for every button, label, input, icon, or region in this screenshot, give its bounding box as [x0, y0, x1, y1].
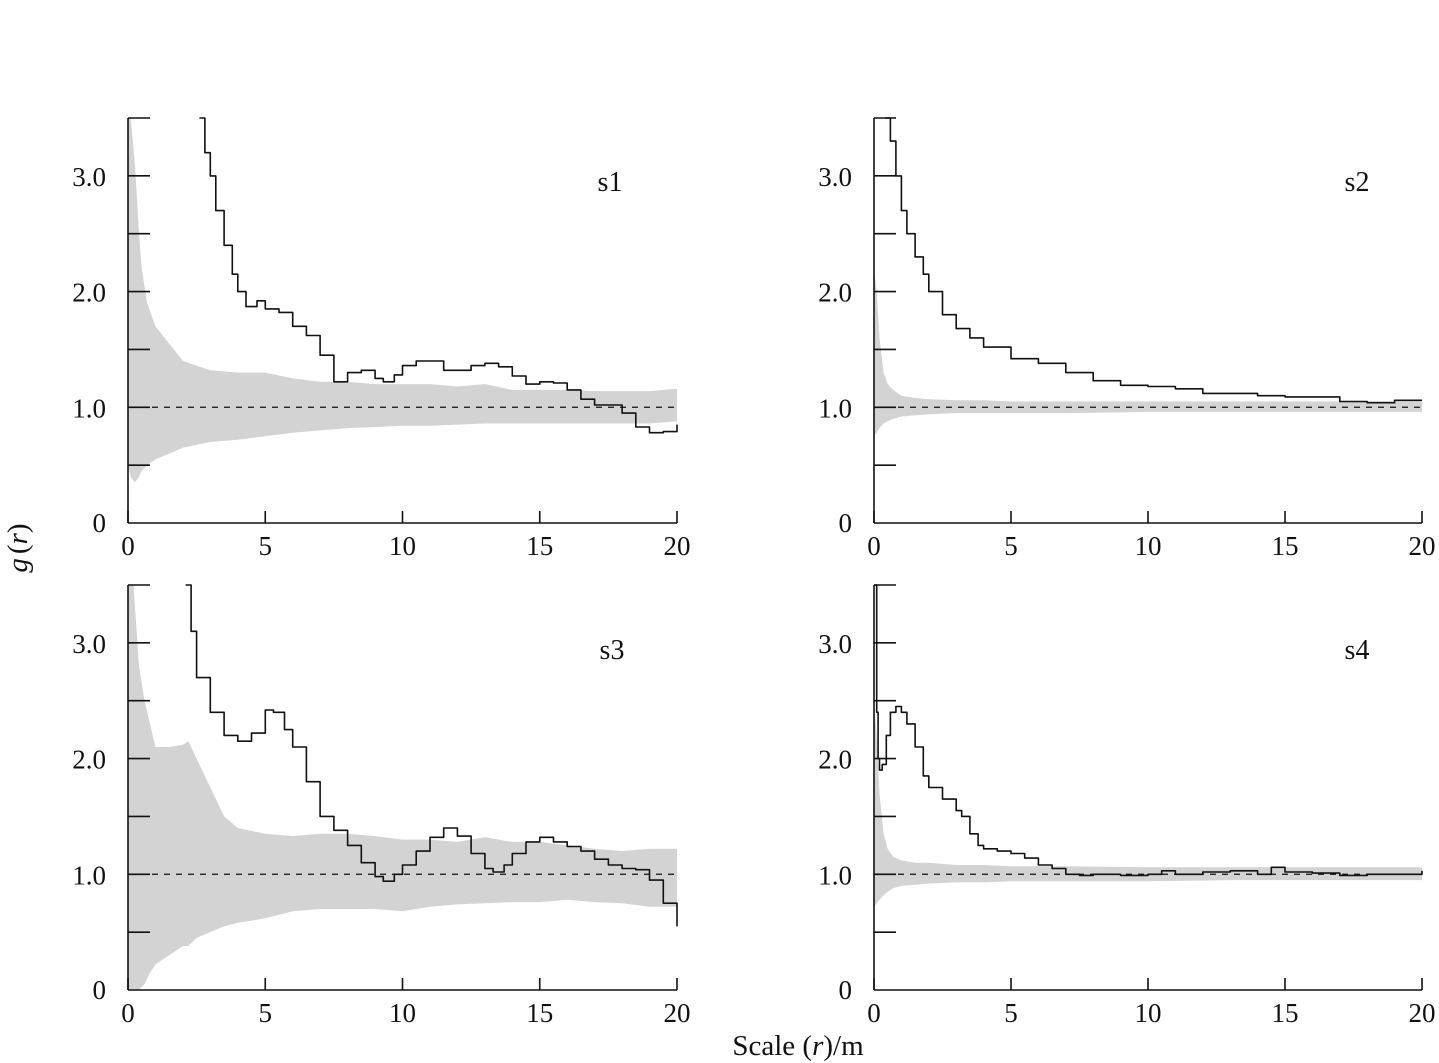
- x-tick-label: 0: [121, 531, 135, 561]
- x-tick-label: 20: [664, 531, 691, 561]
- series-layer: [874, 584, 1423, 877]
- panel-s3: 0 1.0 2.0 3.0 0 5 10 15 20 s3: [72, 584, 691, 1028]
- panel-s1: 0 1.0 2.0 3.0 0 5 10 15 20 s1: [72, 117, 691, 561]
- x-tick-label: 20: [1409, 998, 1436, 1028]
- x-tick-label: 0: [121, 998, 135, 1028]
- y-tick-label: 3.0: [818, 162, 852, 192]
- series-layer: [885, 117, 1422, 404]
- series-line: [874, 584, 1423, 877]
- x-tick-label: 5: [259, 531, 273, 561]
- y-tick-label: 2.0: [818, 745, 852, 775]
- series-line: [199, 117, 678, 434]
- shared-x-axis-title: Scale (r)/m: [732, 1030, 864, 1062]
- series-layer: [185, 584, 678, 927]
- y-tick-label: 2.0: [72, 745, 106, 775]
- x-tick-label: 10: [389, 531, 416, 561]
- series-line: [885, 117, 1422, 404]
- y-tick-label: 1.0: [818, 393, 852, 423]
- simulation-envelope: [874, 268, 1422, 437]
- y-tick-label: 0: [93, 975, 107, 1005]
- y-tick-label: 2.0: [818, 278, 852, 308]
- panel-label: s1: [598, 167, 623, 198]
- axes-layer: 0 1.0 2.0 3.0 0 5 10 15 20: [72, 117, 691, 561]
- axes-layer: 0 1.0 2.0 3.0 0 5 10 15 20: [818, 584, 1436, 1028]
- simulation-envelope: [128, 118, 677, 483]
- y-tick-label: 3.0: [72, 629, 106, 659]
- y-tick-label: 0: [839, 508, 853, 538]
- x-tick-label: 15: [1272, 531, 1299, 561]
- axes-layer: 0 1.0 2.0 3.0 0 5 10 15 20: [72, 584, 691, 1028]
- x-tick-label: 20: [1409, 531, 1436, 561]
- shared-y-axis-title: g(r): [2, 523, 34, 572]
- y-tick-label: 3.0: [72, 162, 106, 192]
- x-tick-label: 15: [526, 531, 553, 561]
- x-tick-label: 5: [259, 998, 273, 1028]
- panel-s2: 0 1.0 2.0 3.0 0 5 10 15 20 s2: [818, 117, 1436, 561]
- y-tick-label: 1.0: [818, 860, 852, 890]
- x-tick-label: 5: [1004, 998, 1018, 1028]
- x-tick-label: 20: [664, 998, 691, 1028]
- x-tick-label: 15: [1272, 998, 1299, 1028]
- panel-label: s4: [1345, 635, 1370, 666]
- y-tick-label: 0: [839, 975, 853, 1005]
- panel-label: s2: [1345, 167, 1370, 198]
- y-tick-label: 2.0: [72, 278, 106, 308]
- series-line: [185, 584, 678, 927]
- envelope-layer: [128, 585, 677, 990]
- x-tick-label: 0: [867, 998, 881, 1028]
- x-tick-label: 10: [1135, 531, 1162, 561]
- panel-s4: 0 1.0 2.0 3.0 0 5 10 15 20 s4: [818, 584, 1436, 1028]
- axes-layer: 0 1.0 2.0 3.0 0 5 10 15 20: [818, 117, 1436, 561]
- y-tick-label: 1.0: [72, 860, 106, 890]
- x-tick-label: 10: [1135, 998, 1162, 1028]
- x-tick-label: 15: [526, 998, 553, 1028]
- x-tick-label: 5: [1004, 531, 1018, 561]
- x-tick-label: 0: [867, 531, 881, 561]
- simulation-envelope: [128, 585, 677, 990]
- x-tick-label: 10: [389, 998, 416, 1028]
- y-tick-label: 1.0: [72, 393, 106, 423]
- envelope-layer: [874, 268, 1422, 437]
- envelope-layer: [128, 118, 677, 483]
- y-tick-label: 0: [93, 508, 107, 538]
- y-tick-label: 3.0: [818, 629, 852, 659]
- panel-label: s3: [600, 635, 625, 666]
- series-layer: [199, 117, 678, 434]
